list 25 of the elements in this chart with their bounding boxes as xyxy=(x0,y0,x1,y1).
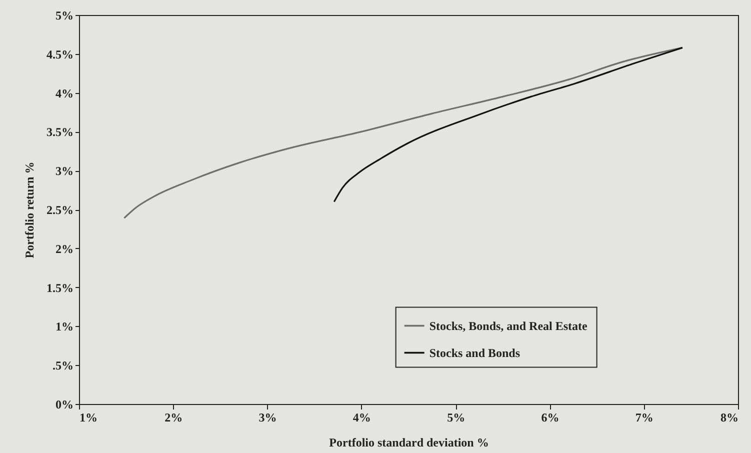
y-axis-title: Portfolio return % xyxy=(22,162,36,258)
line-series xyxy=(333,46,684,203)
y-tick-label: 0% xyxy=(56,398,74,412)
y-tick-label: 2% xyxy=(56,242,74,256)
y-tick-label: 1.5% xyxy=(46,280,74,295)
y-tick-label: 2.5% xyxy=(46,203,74,217)
x-tick-label: 7% xyxy=(635,410,654,424)
x-tick-label: 3% xyxy=(258,410,277,424)
x-tick-label: 2% xyxy=(164,410,183,424)
x-tick-label: 6% xyxy=(541,410,560,424)
x-tick-label: 4% xyxy=(352,410,371,424)
legend-label: Stocks and Bonds xyxy=(429,346,520,360)
x-tick-label: 5% xyxy=(447,410,466,424)
legend-label: Stocks, Bonds, and Real Estate xyxy=(429,318,588,333)
y-tick-label: 4% xyxy=(56,86,74,100)
y-tick-label: .5% xyxy=(52,358,74,373)
line-series xyxy=(123,46,684,219)
y-tick-label: 4.5% xyxy=(46,47,74,62)
y-tick-label: 1% xyxy=(56,320,74,334)
x-axis-title: Portfolio standard deviation % xyxy=(329,436,489,450)
x-tick-label: 1% xyxy=(80,410,98,424)
x-tick-label: 8% xyxy=(720,410,738,424)
y-tick-label: 3.5% xyxy=(46,125,74,140)
y-tick-label: 5% xyxy=(56,8,74,22)
y-tick-label: 3% xyxy=(56,164,74,178)
